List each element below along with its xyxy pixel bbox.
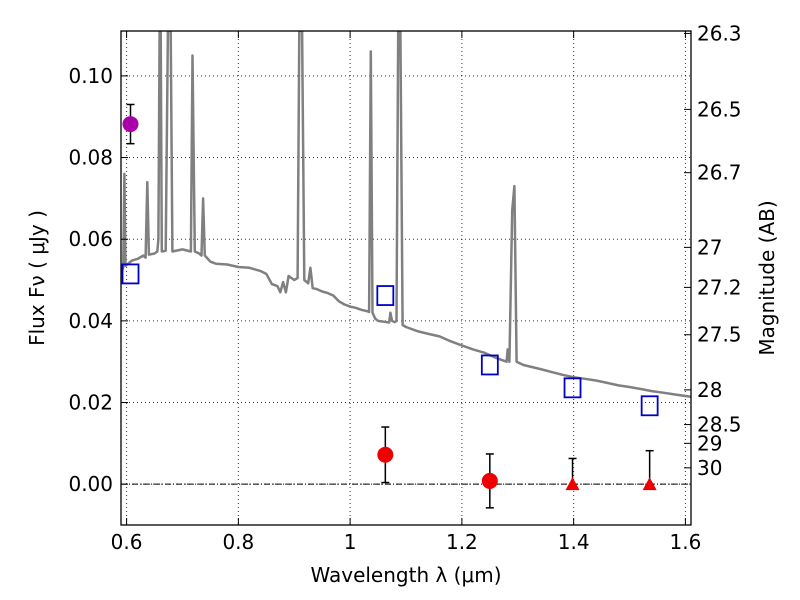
observed-point: [122, 116, 139, 133]
y-tick-label: 0.04: [68, 309, 113, 333]
grid-layer: [121, 31, 691, 525]
y-axis-label: Flux Fν ( μJy ): [25, 210, 49, 346]
right-tick-label: 28: [697, 378, 722, 402]
right-tick-label: 28.5: [697, 413, 742, 437]
x-tick-label: 0.8: [222, 530, 254, 554]
right-tick-label: 29: [697, 431, 722, 455]
right-tick-label: 27.5: [697, 323, 742, 347]
model-photometry-layer: [121, 263, 659, 417]
y-tick-label: 0.10: [68, 64, 113, 88]
upper-limit-triangle: [565, 477, 580, 491]
x-tick-label: 1: [344, 530, 357, 554]
right-tick-label: 30: [697, 456, 722, 480]
axes-layer: 0.6 0.8 1 1.2 1.4 1.6 0.00 0.02 0.04 0.06 0.08 0.10…: [68, 21, 741, 554]
upper-limit-triangle: [642, 477, 657, 491]
plot-frame: [120, 30, 692, 526]
right-tick-label: 26.7: [697, 161, 742, 185]
x-tick-label: 0.6: [111, 530, 143, 554]
model-spectrum-line: [121, 31, 691, 399]
right-tick-label: 26.5: [697, 97, 742, 121]
right-tick-label: 27.2: [697, 275, 742, 299]
model-photometry-square: [121, 263, 140, 285]
y-tick-label: 0.06: [68, 227, 113, 251]
model-photometry-square: [563, 377, 582, 399]
model-photometry-square: [376, 285, 395, 306]
right-tick-label: 26.3: [697, 21, 742, 45]
x-tick-label: 1.2: [446, 530, 478, 554]
right-tick-label: 27: [697, 235, 722, 259]
x-tick-label: 1.6: [670, 530, 702, 554]
x-tick-label: 1.4: [558, 530, 590, 554]
model-spectrum-layer: [121, 31, 691, 399]
observed-photometry-layer: [122, 103, 657, 509]
right-axis-label: Magnitude (AB): [755, 200, 779, 355]
x-axis-label: Wavelength λ (μm): [310, 563, 501, 587]
model-photometry-square: [480, 354, 499, 376]
model-photometry-square: [640, 395, 659, 417]
observed-point: [377, 446, 394, 463]
y-tick-label: 0.08: [68, 146, 113, 170]
y-tick-label: 0.02: [68, 391, 113, 415]
y-tick-label: 0.00: [68, 472, 113, 496]
observed-point: [481, 472, 498, 489]
